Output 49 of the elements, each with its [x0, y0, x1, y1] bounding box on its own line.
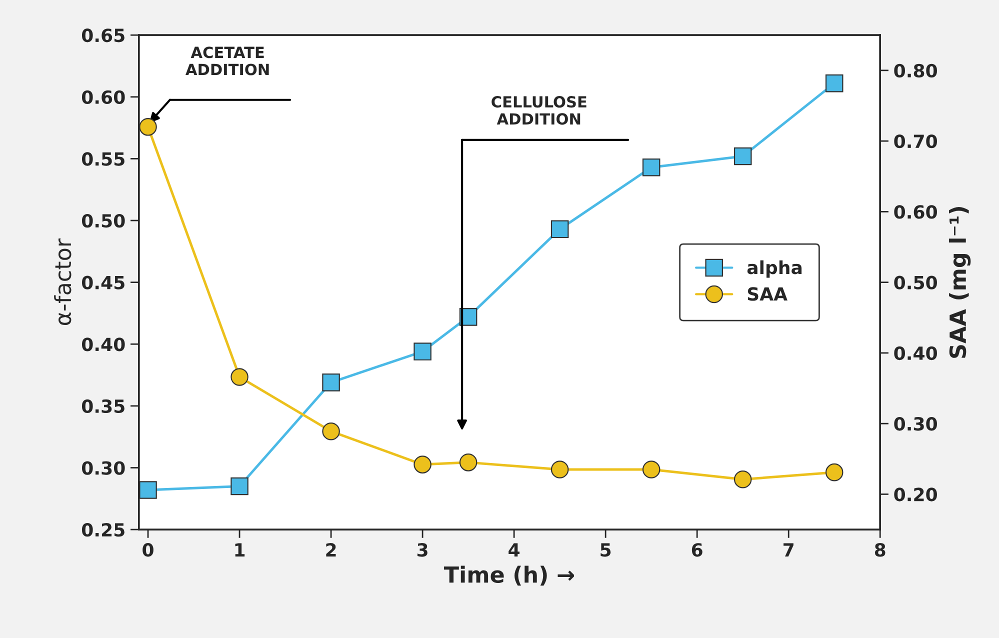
x-tick-label: 4	[508, 543, 520, 556]
y-tick-label: 0.60	[82, 90, 125, 104]
y-tick-label: 0.50	[82, 214, 125, 228]
y-tick-label: 0.55	[82, 152, 124, 166]
y2-tick-label: 0.20	[894, 488, 937, 502]
y-tick-label: 0.25	[82, 523, 124, 537]
point	[459, 454, 478, 472]
y-tick-label: 0.65	[82, 28, 124, 42]
point	[322, 422, 340, 440]
x-tick-label: 5	[600, 543, 611, 557]
x-tick-label: 0	[142, 543, 154, 557]
point	[734, 470, 752, 488]
y2-tick-label: 0.30	[894, 417, 937, 431]
y2-tick-label: 0.70	[894, 134, 937, 148]
x-tick-label: 2	[326, 543, 336, 556]
point	[230, 477, 248, 496]
y2-tick-label: 0.40	[894, 346, 937, 360]
y2-axis-title: SAA (mg l⁻¹)	[948, 207, 971, 358]
y2-tick-label: 0.60	[894, 205, 937, 219]
point	[825, 463, 844, 482]
annotation: CELLULOSE ADDITION	[492, 96, 586, 125]
y-tick-label: 0.30	[82, 461, 125, 475]
y2-tick-label: 0.50	[894, 276, 937, 290]
point	[322, 374, 340, 392]
x-axis-title: Time (h) →	[444, 566, 574, 586]
point	[139, 481, 157, 499]
legend-label: SAA	[748, 287, 788, 301]
point	[642, 158, 660, 176]
y-axis-title: α-factor	[54, 238, 72, 325]
x-tick-label: 3	[417, 543, 428, 557]
point	[825, 74, 844, 92]
point	[230, 368, 248, 386]
point	[550, 220, 569, 238]
annotation: ACETATE ADDITION	[186, 46, 269, 76]
x-tick-label: 8	[874, 543, 886, 557]
y-tick-label: 0.45	[82, 276, 124, 290]
x-tick-label: 1	[235, 543, 245, 556]
x-tick-label: 7	[784, 543, 794, 556]
point	[414, 342, 432, 360]
legend-label: alpha	[747, 260, 802, 278]
point	[414, 456, 432, 474]
point	[139, 118, 157, 136]
point	[734, 147, 752, 166]
point	[642, 460, 660, 478]
point	[550, 460, 569, 478]
x-tick-label: 6	[692, 543, 702, 557]
y-tick-label: 0.40	[82, 338, 125, 352]
y2-tick-label: 0.80	[894, 64, 937, 78]
y-tick-label: 0.35	[82, 399, 124, 414]
